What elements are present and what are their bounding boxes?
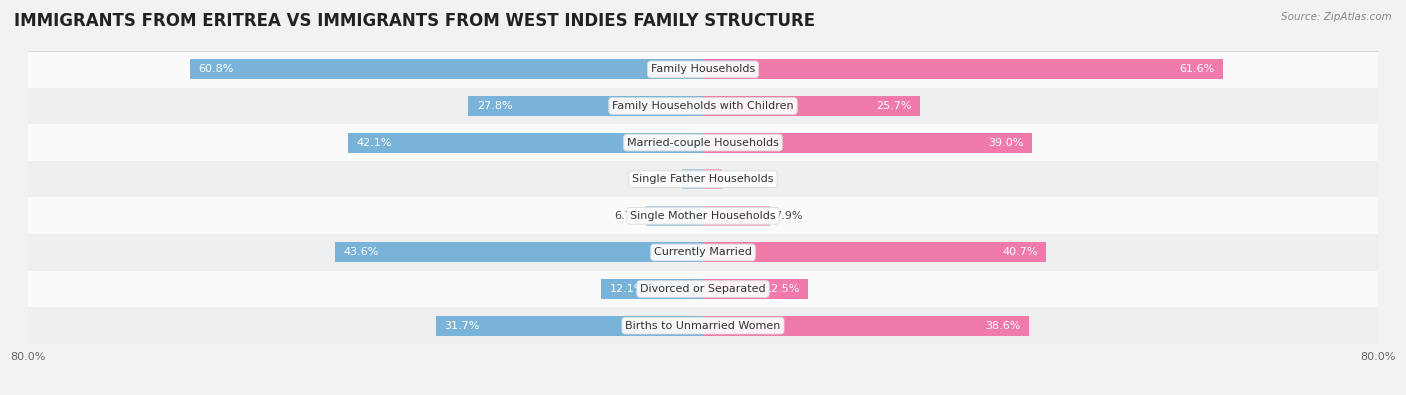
- Text: 42.1%: 42.1%: [356, 137, 392, 148]
- Bar: [703, 279, 808, 299]
- Text: Family Households: Family Households: [651, 64, 755, 74]
- Bar: [190, 59, 703, 79]
- Text: Divorced or Separated: Divorced or Separated: [640, 284, 766, 294]
- Bar: [703, 243, 1046, 263]
- Bar: [703, 206, 769, 226]
- Bar: [468, 96, 703, 116]
- Text: 40.7%: 40.7%: [1002, 247, 1038, 258]
- Bar: [703, 132, 1032, 152]
- Text: 38.6%: 38.6%: [984, 321, 1021, 331]
- Text: Source: ZipAtlas.com: Source: ZipAtlas.com: [1281, 12, 1392, 22]
- Text: 39.0%: 39.0%: [988, 137, 1024, 148]
- Text: 60.8%: 60.8%: [198, 64, 233, 74]
- Bar: [436, 316, 703, 336]
- Text: Currently Married: Currently Married: [654, 247, 752, 258]
- Text: 12.1%: 12.1%: [609, 284, 645, 294]
- Text: 6.7%: 6.7%: [614, 211, 643, 221]
- Text: Married-couple Households: Married-couple Households: [627, 137, 779, 148]
- Bar: [703, 169, 723, 189]
- Bar: [28, 234, 1378, 271]
- Text: Single Mother Households: Single Mother Households: [630, 211, 776, 221]
- Text: IMMIGRANTS FROM ERITREA VS IMMIGRANTS FROM WEST INDIES FAMILY STRUCTURE: IMMIGRANTS FROM ERITREA VS IMMIGRANTS FR…: [14, 12, 815, 30]
- Text: 12.5%: 12.5%: [765, 284, 800, 294]
- Text: Single Father Households: Single Father Households: [633, 174, 773, 184]
- Bar: [647, 206, 703, 226]
- Text: 2.5%: 2.5%: [650, 174, 678, 184]
- Bar: [347, 132, 703, 152]
- Bar: [28, 307, 1378, 344]
- Text: 25.7%: 25.7%: [876, 101, 911, 111]
- Text: 31.7%: 31.7%: [444, 321, 479, 331]
- Text: 61.6%: 61.6%: [1180, 64, 1215, 74]
- Bar: [703, 96, 920, 116]
- Bar: [703, 59, 1223, 79]
- Text: Family Households with Children: Family Households with Children: [612, 101, 794, 111]
- Text: 43.6%: 43.6%: [343, 247, 380, 258]
- Text: 27.8%: 27.8%: [477, 101, 513, 111]
- Bar: [28, 51, 1378, 88]
- Bar: [600, 279, 703, 299]
- Bar: [703, 316, 1029, 336]
- Text: 2.3%: 2.3%: [727, 174, 755, 184]
- Bar: [28, 271, 1378, 307]
- Bar: [28, 124, 1378, 161]
- Bar: [682, 169, 703, 189]
- Bar: [28, 161, 1378, 198]
- Text: Births to Unmarried Women: Births to Unmarried Women: [626, 321, 780, 331]
- Bar: [28, 198, 1378, 234]
- Bar: [28, 88, 1378, 124]
- Bar: [335, 243, 703, 263]
- Text: 7.9%: 7.9%: [773, 211, 803, 221]
